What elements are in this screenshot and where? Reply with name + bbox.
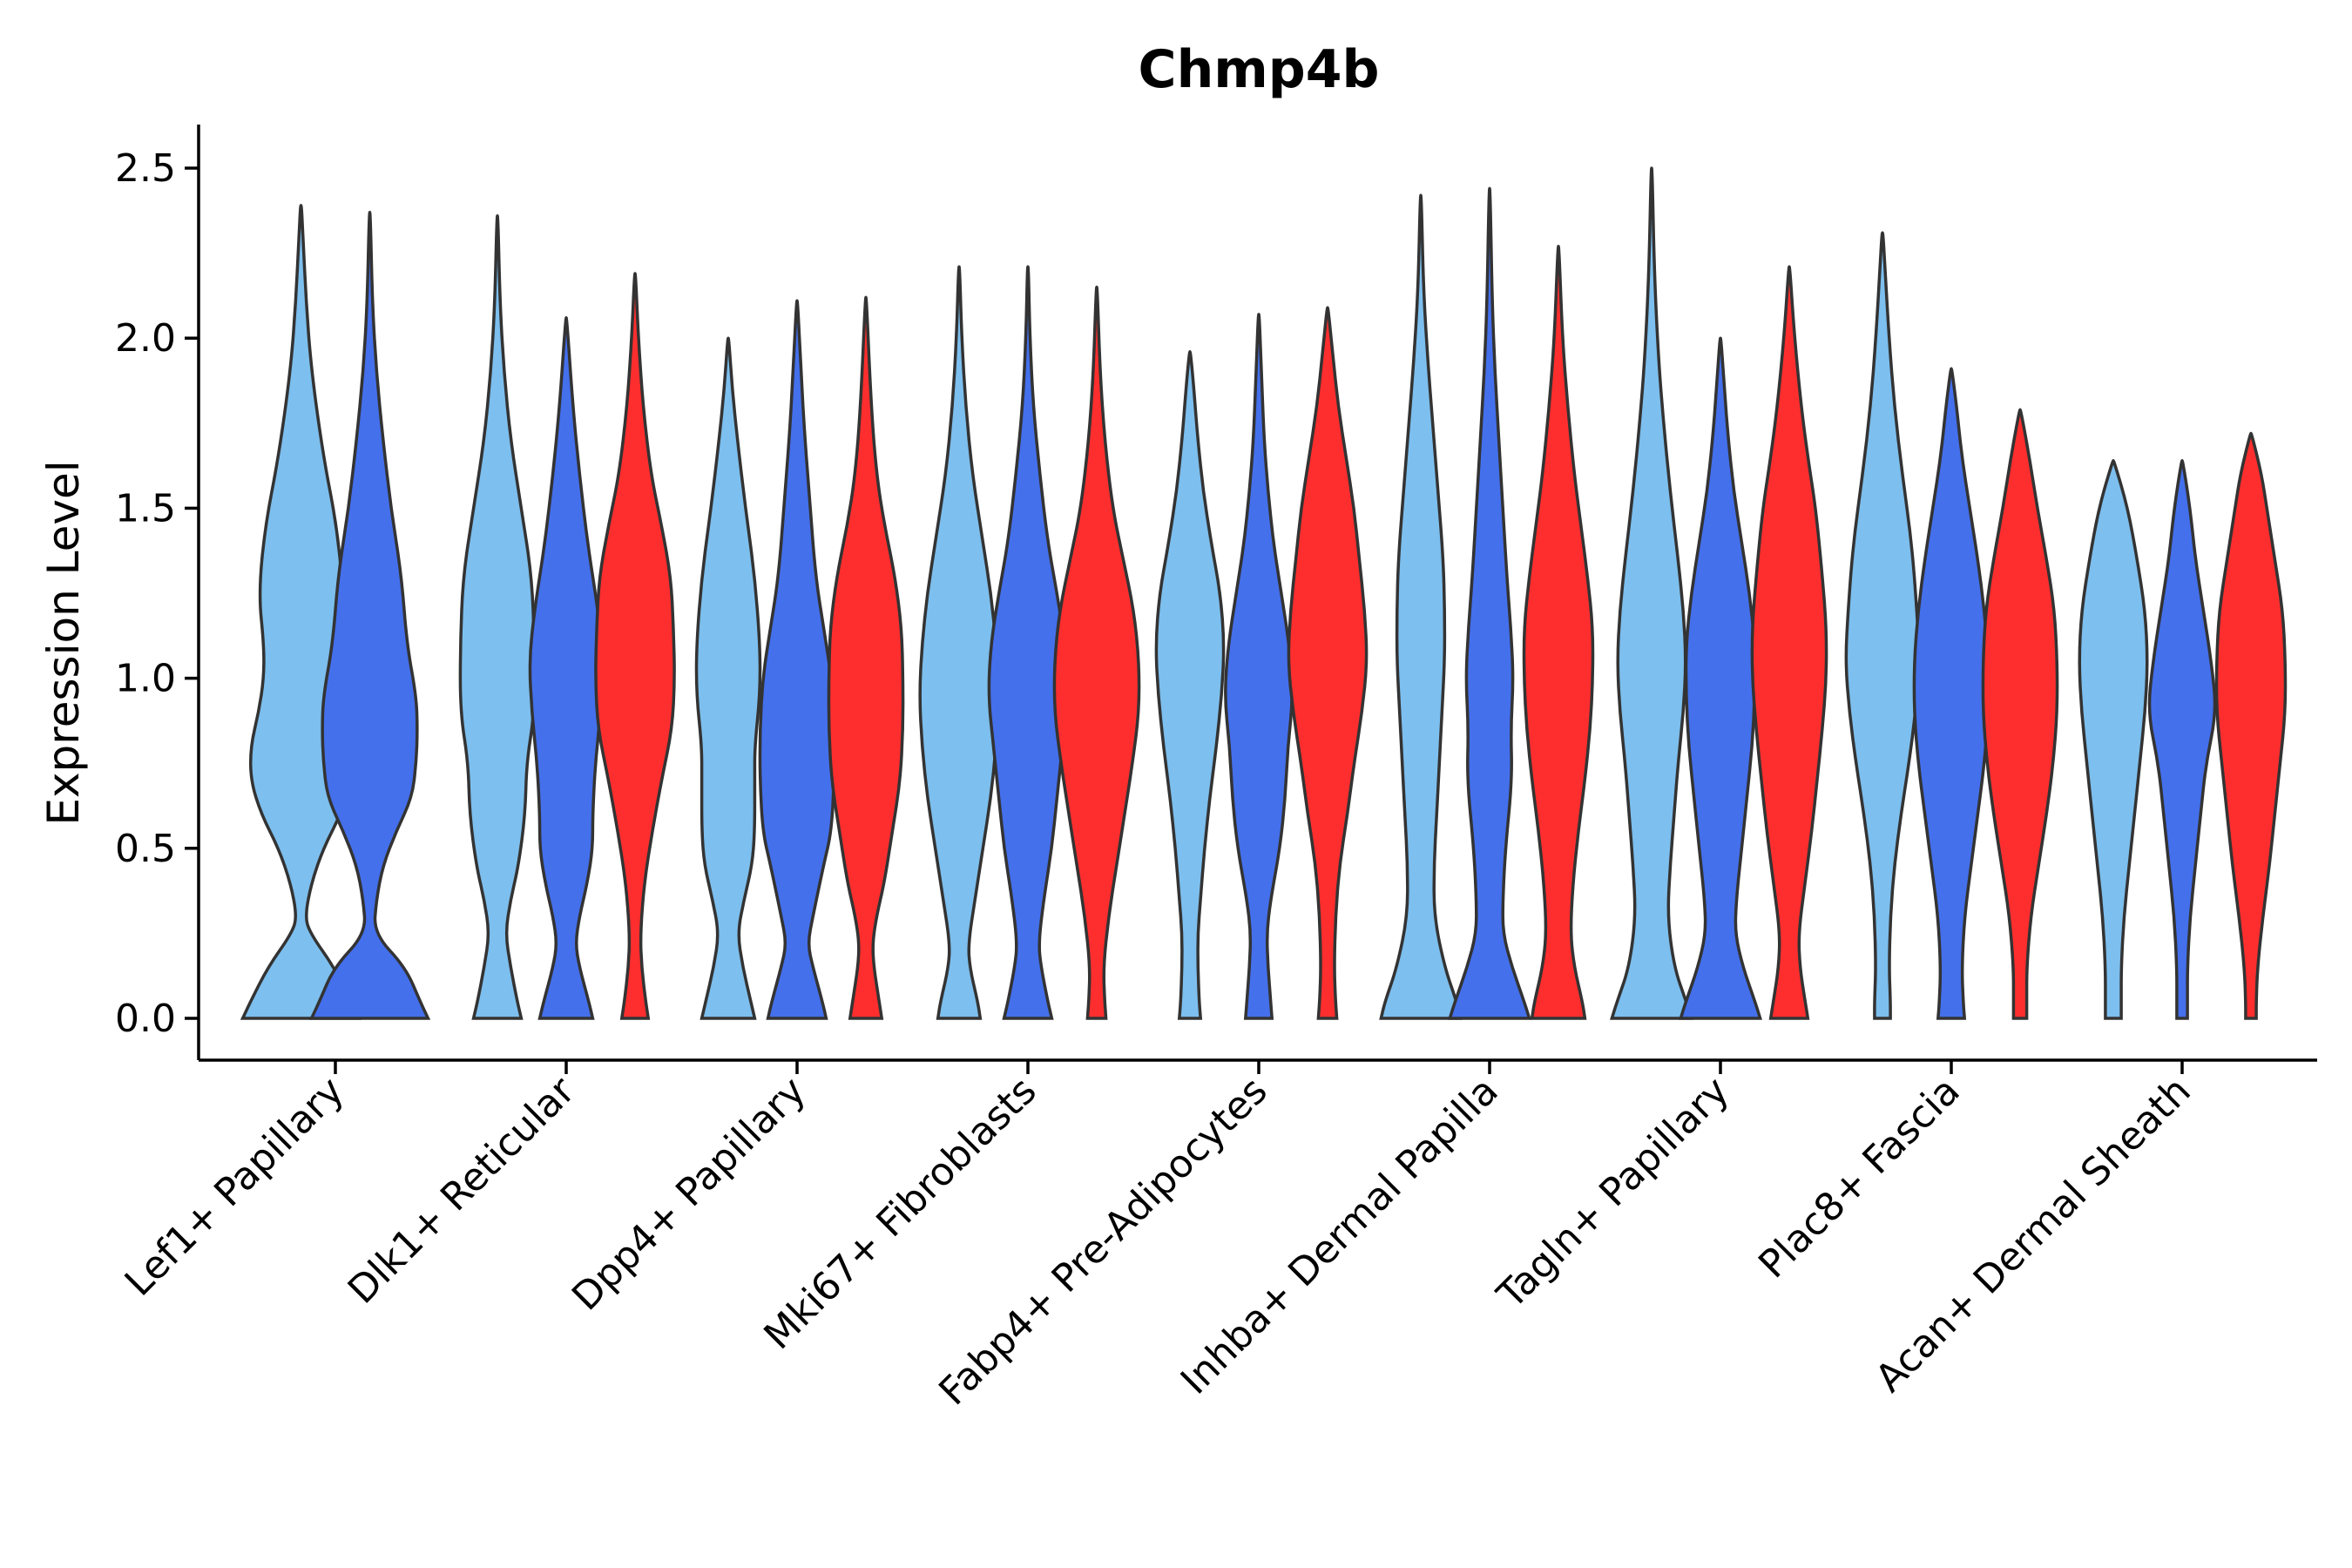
x-tick-label: Dpp4+ Papillary xyxy=(564,1069,814,1320)
y-tick-label: 1.0 xyxy=(115,657,176,701)
violin-light xyxy=(1154,350,1226,1020)
y-tick-label: 2.5 xyxy=(115,146,176,191)
y-tick-label: 1.5 xyxy=(115,486,176,531)
violin-blue xyxy=(1912,367,1990,1020)
x-tick-label: Plac8+ Fascia xyxy=(1750,1069,1969,1288)
violin-red xyxy=(1052,285,1141,1020)
y-tick-label: 0.0 xyxy=(115,997,176,1041)
violin-red xyxy=(2214,431,2288,1020)
violin-blue xyxy=(308,211,431,1020)
violin-blue xyxy=(987,265,1069,1020)
violin-light xyxy=(458,213,537,1020)
violin-light xyxy=(694,336,762,1020)
y-tick-label: 2.0 xyxy=(115,316,176,361)
violin-light xyxy=(240,204,362,1020)
violin-layer xyxy=(240,166,2288,1020)
violin-red xyxy=(827,295,905,1020)
violin-blue xyxy=(528,316,605,1020)
y-tick-label: 0.5 xyxy=(115,827,176,871)
x-tick-label: Tagln+ Papillary xyxy=(1489,1069,1738,1318)
chart-title: Chmp4b xyxy=(1139,39,1380,100)
violin-blue xyxy=(1679,336,1762,1020)
y-axis-label: Expression Level xyxy=(38,460,89,825)
violin-light xyxy=(1610,166,1693,1020)
violin-red xyxy=(1750,265,1828,1020)
y-axis-ticks: 0.0 0.5 1.0 1.5 2.0 2.5 xyxy=(115,146,199,1041)
violin-light xyxy=(1844,231,1921,1020)
x-tick-label: Dlk1+ Reticular xyxy=(340,1068,585,1313)
violin-blue xyxy=(758,299,836,1020)
violin-red xyxy=(1522,245,1595,1020)
violin-light xyxy=(918,265,1000,1020)
violin-red xyxy=(594,272,676,1020)
violin-blue xyxy=(2147,458,2217,1020)
violin-blue xyxy=(1224,313,1294,1020)
violin-light xyxy=(2078,458,2149,1020)
violin-light xyxy=(1379,193,1463,1020)
violin-blue xyxy=(1448,186,1531,1020)
x-tick-label: Lef1+ Papillary xyxy=(117,1069,353,1305)
violin-red xyxy=(1287,306,1369,1020)
violin-red xyxy=(1981,408,2059,1020)
